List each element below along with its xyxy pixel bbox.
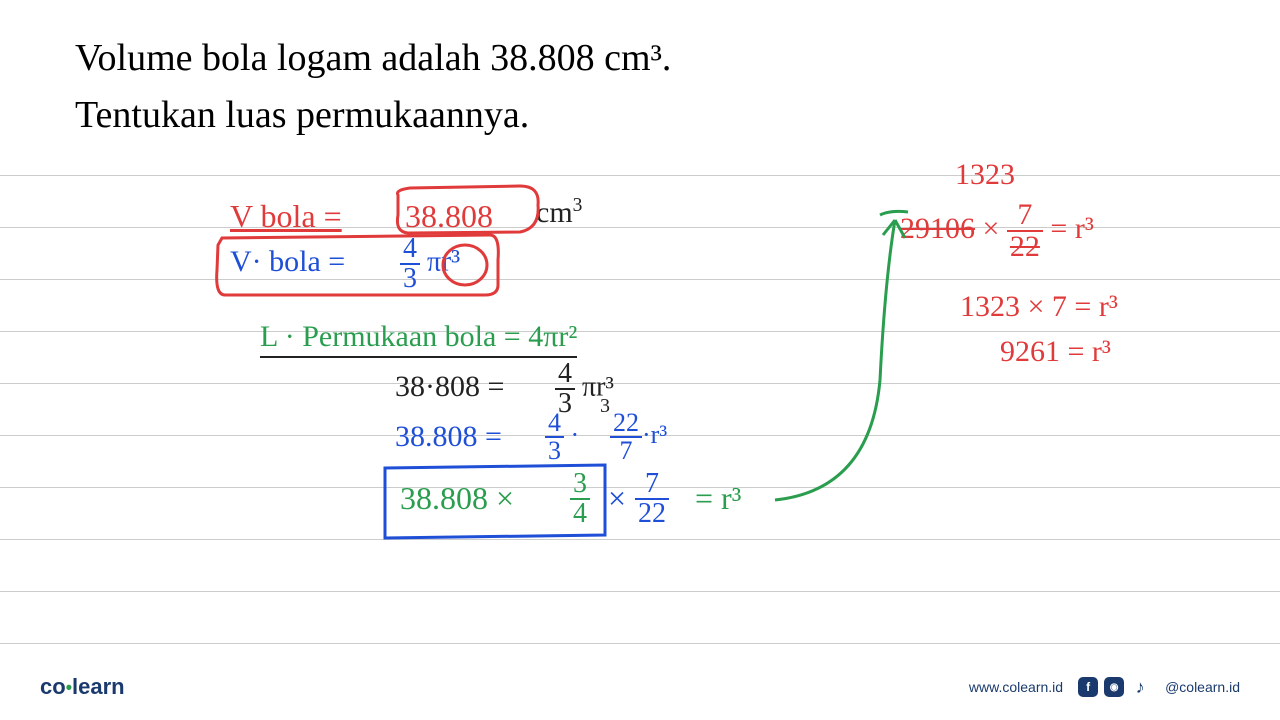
- eq3-eq-r3: = r³: [695, 480, 741, 517]
- calc-1323: 1323: [955, 158, 1015, 192]
- vbola-red-value: 38.808: [405, 198, 493, 235]
- footer-handle: @colearn.id: [1165, 679, 1240, 695]
- problem-line1: Volume bola logam adalah 38.808 cm³.: [75, 30, 671, 87]
- right-calc-line3: 9261 = r³: [1000, 335, 1111, 369]
- right-calc-line2: 1323 × 7 = r³: [960, 290, 1118, 324]
- eq2-lhs: 38.808 =: [395, 420, 502, 454]
- vbola-red-label: V bola =: [230, 198, 342, 235]
- eq3-frac1: 34: [570, 470, 590, 528]
- footer: co•learn www.colearn.id f ◉ ♪ @colearn.i…: [0, 672, 1280, 702]
- eq3-frac2: 722: [635, 470, 669, 528]
- facebook-icon: f: [1078, 677, 1098, 697]
- surface-area-formula: L · Permukaan bola = 4πr²: [260, 320, 577, 358]
- vbola-red-unit: cm3: [536, 195, 582, 230]
- footer-right: www.colearn.id f ◉ ♪ @colearn.id: [969, 677, 1240, 697]
- brand-logo: co•learn: [40, 674, 125, 700]
- footer-url: www.colearn.id: [969, 679, 1063, 695]
- instagram-icon: ◉: [1104, 677, 1124, 697]
- eq3-part1: 38.808 ×: [400, 480, 514, 517]
- social-icons: f ◉ ♪: [1078, 677, 1150, 697]
- eq1-lhs: 38·808 =: [395, 370, 504, 404]
- right-calc-line1: 29106 × 722 = r³: [900, 200, 1094, 262]
- eq2-rhs: 43 ·: [545, 410, 579, 464]
- eq2-small3: 3: [600, 395, 610, 418]
- vbola-blue-formula: 43 πr³: [400, 235, 460, 293]
- problem-statement: Volume bola logam adalah 38.808 cm³. Ten…: [75, 30, 671, 144]
- vbola-blue-label: V· bola =: [230, 245, 345, 279]
- tiktok-icon: ♪: [1130, 677, 1150, 697]
- eq2-rhs2: 227·r³: [610, 410, 667, 464]
- eq3-times: ×: [608, 480, 626, 517]
- problem-line2: Tentukan luas permukaannya.: [75, 87, 671, 144]
